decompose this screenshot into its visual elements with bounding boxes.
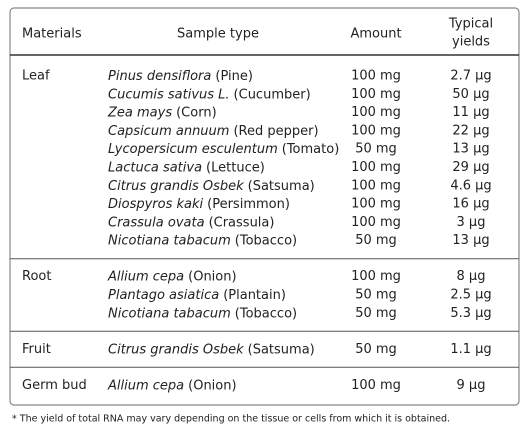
material: Fruit [22, 342, 51, 357]
yield: 5.3 µg [450, 306, 491, 321]
species: Lycopersicum esculentum [108, 142, 278, 157]
amount: 100 mg [351, 378, 401, 393]
header-sample-type: Sample type [177, 27, 259, 42]
sample-type: Cucumis sativus L. (Cucumber) [108, 87, 311, 102]
sample-type: Crassula ovata (Crassula) [108, 215, 274, 230]
common-name: (Lettuce) [206, 160, 265, 175]
sample-type: Lycopersicum esculentum (Tomato) [108, 142, 339, 157]
sample-type: Allium cepa (Onion) [107, 378, 237, 393]
yield: 11 µg [452, 105, 489, 120]
yield: 4.6 µg [450, 178, 491, 193]
sample-type: Citrus grandis Osbek (Satsuma) [108, 178, 315, 193]
amount: 100 mg [351, 105, 401, 120]
species: Nicotiana tabacum [108, 306, 231, 321]
species: Allium cepa [107, 269, 184, 284]
header-yields: Typical [448, 17, 493, 32]
amount: 100 mg [351, 160, 401, 175]
amount: 100 mg [351, 269, 401, 284]
amount: 50 mg [355, 142, 397, 157]
species: Allium cepa [107, 378, 184, 393]
yield: 13 µg [452, 233, 489, 248]
sample-type: Plantago asiatica (Plantain) [108, 288, 286, 303]
common-name: (Onion) [188, 378, 236, 393]
yield: 1.1 µg [450, 342, 491, 357]
amount: 100 mg [351, 215, 401, 230]
common-name: (Plantain) [223, 288, 286, 303]
header-amount: Amount [350, 27, 401, 42]
common-name: (Tomato) [282, 142, 340, 157]
table-border [9, 7, 520, 406]
amount: 100 mg [351, 178, 401, 193]
species: Plantago asiatica [108, 288, 219, 303]
sample-type: Allium cepa (Onion) [107, 269, 237, 284]
species: Capsicum annuum [108, 123, 229, 138]
amount: 100 mg [351, 123, 401, 138]
yield: 3 µg [457, 215, 486, 230]
species: Zea mays [107, 105, 172, 120]
yield: 29 µg [452, 160, 489, 175]
sample-type: Diospyros kaki (Persimmon) [108, 197, 290, 212]
sample-type: Capsicum annuum (Red pepper) [108, 123, 319, 138]
sample-type: Pinus densiflora (Pine) [108, 69, 253, 84]
yield: 9 µg [457, 378, 486, 393]
amount: 50 mg [355, 288, 397, 303]
common-name: (Tobacco) [235, 233, 297, 248]
amount: 100 mg [351, 197, 401, 212]
amount: 50 mg [355, 342, 397, 357]
species: Nicotiana tabacum [108, 233, 231, 248]
common-name: (Satsuma) [248, 342, 315, 357]
common-name: (Crassula) [209, 215, 275, 230]
species: Diospyros kaki [108, 197, 204, 212]
material: Root [22, 269, 51, 284]
common-name: (Tobacco) [235, 306, 297, 321]
species: Pinus densiflora [108, 69, 211, 84]
sample-type: Lactuca sativa (Lettuce) [108, 160, 265, 175]
amount: 100 mg [351, 69, 401, 84]
common-name: (Corn) [176, 105, 217, 120]
material: Leaf [22, 69, 50, 84]
yield: 2.7 µg [450, 69, 491, 84]
sample-type: Nicotiana tabacum (Tobacco) [108, 306, 297, 321]
species: Citrus grandis Osbek [108, 342, 244, 357]
sample-type: Nicotiana tabacum (Tobacco) [108, 233, 297, 248]
amount: 50 mg [355, 233, 397, 248]
material: Germ bud [22, 378, 87, 393]
amount: 100 mg [351, 87, 401, 102]
yield: 16 µg [452, 197, 489, 212]
species: Crassula ovata [108, 215, 205, 230]
species: Cucumis sativus L. [108, 87, 230, 102]
common-name: (Persimmon) [207, 197, 290, 212]
amount: 50 mg [355, 306, 397, 321]
species: Citrus grandis Osbek [108, 178, 244, 193]
yield: 8 µg [457, 269, 486, 284]
species: Lactuca sativa [108, 160, 202, 175]
common-name: (Satsuma) [248, 178, 315, 193]
common-name: (Onion) [188, 269, 236, 284]
common-name: (Red pepper) [233, 123, 318, 138]
yield: 50 µg [452, 87, 489, 102]
sample-type: Zea mays (Corn) [107, 105, 217, 120]
yield: 22 µg [452, 123, 489, 138]
header-materials: Materials [22, 27, 82, 42]
common-name: (Pine) [215, 69, 253, 84]
yield: 2.5 µg [450, 288, 491, 303]
footnote: * The yield of total RNA may vary depend… [12, 414, 450, 425]
header-yields: yields [452, 35, 490, 50]
sample-type: Citrus grandis Osbek (Satsuma) [108, 342, 315, 357]
common-name: (Cucumber) [234, 87, 311, 102]
yield: 13 µg [452, 142, 489, 157]
